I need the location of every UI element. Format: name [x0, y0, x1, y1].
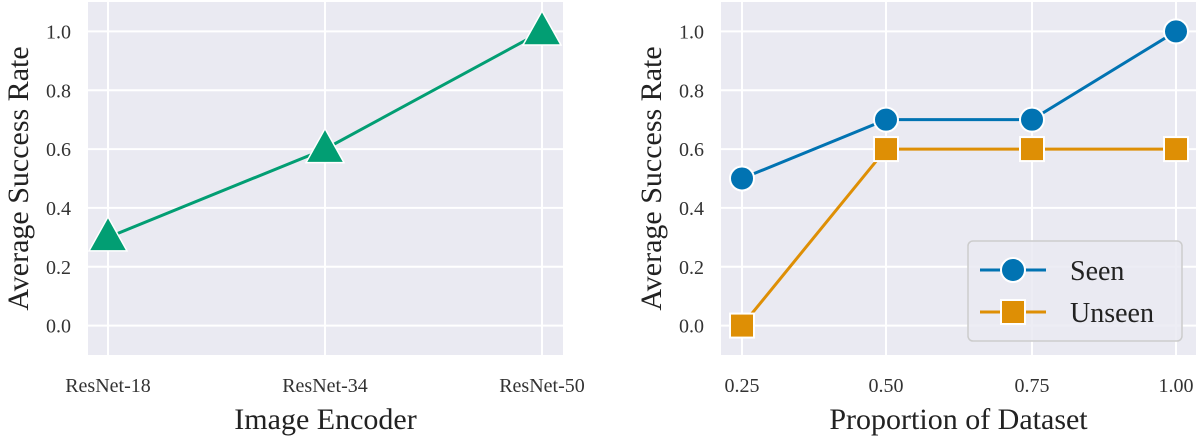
- y-tick-label: 0.8: [679, 80, 704, 102]
- y-tick-label: 0.6: [679, 139, 704, 161]
- data-point: [729, 165, 755, 192]
- data-point: [1019, 106, 1045, 133]
- data-point: [304, 127, 346, 164]
- series-line: [740, 147, 1176, 327]
- y-axis-label: Average Success Rate: [635, 46, 668, 310]
- y-tick-label: 0.2: [679, 257, 704, 279]
- y-tick-label: 0.2: [46, 257, 71, 279]
- y-tick-label: 0.6: [46, 139, 71, 161]
- data-point: [873, 106, 899, 133]
- series-unseen: [729, 136, 1189, 339]
- x-axis-label: Image Encoder: [234, 403, 416, 436]
- series-seen: [729, 18, 1189, 192]
- data-point: [873, 136, 899, 163]
- x-tick-label: 0.75: [1015, 375, 1050, 397]
- legend-label: Unseen: [1070, 298, 1154, 329]
- series-line: [741, 30, 1177, 180]
- y-tick-label: 0.0: [679, 316, 704, 338]
- y-tick-label: 0.8: [46, 80, 71, 102]
- y-tick-label: 0.0: [46, 316, 71, 338]
- x-tick-label: ResNet-50: [499, 375, 585, 397]
- y-tick-label: 1.0: [46, 21, 71, 43]
- chart-2: 0.0 0.2 0.4 0.6 0.8 1.0 0.25 0.50 0.75 1.00 Propor…: [635, 2, 1196, 436]
- x-axis-label: Proportion of Dataset: [829, 403, 1088, 436]
- y-tick-label: 0.4: [679, 198, 704, 220]
- chart-1: 0.0 0.2 0.4 0.6 0.8 1.0 ResNet-18 ResNet-34 ResN…: [2, 2, 585, 436]
- series-1: [87, 9, 563, 252]
- data-point: [87, 215, 129, 252]
- data-point: [521, 9, 563, 46]
- x-tick-label: 0.25: [725, 375, 760, 397]
- legend-marker: [1000, 257, 1026, 283]
- legend: Seen Unseen: [967, 240, 1183, 342]
- legend-label: Seen: [1070, 256, 1124, 287]
- data-point: [1163, 18, 1189, 45]
- x-tick-label: ResNet-34: [282, 375, 368, 397]
- x-tick-label: ResNet-18: [65, 375, 151, 397]
- y-axis-label: Average Success Rate: [2, 46, 35, 310]
- data-point: [1163, 136, 1189, 163]
- data-point: [1019, 136, 1045, 163]
- x-tick-label: 1.00: [1159, 375, 1194, 397]
- x-tick-label: 0.50: [869, 375, 904, 397]
- y-tick-label: 1.0: [679, 21, 704, 43]
- y-tick-label: 0.4: [46, 198, 71, 220]
- legend-marker: [1000, 299, 1026, 325]
- data-point: [729, 312, 755, 339]
